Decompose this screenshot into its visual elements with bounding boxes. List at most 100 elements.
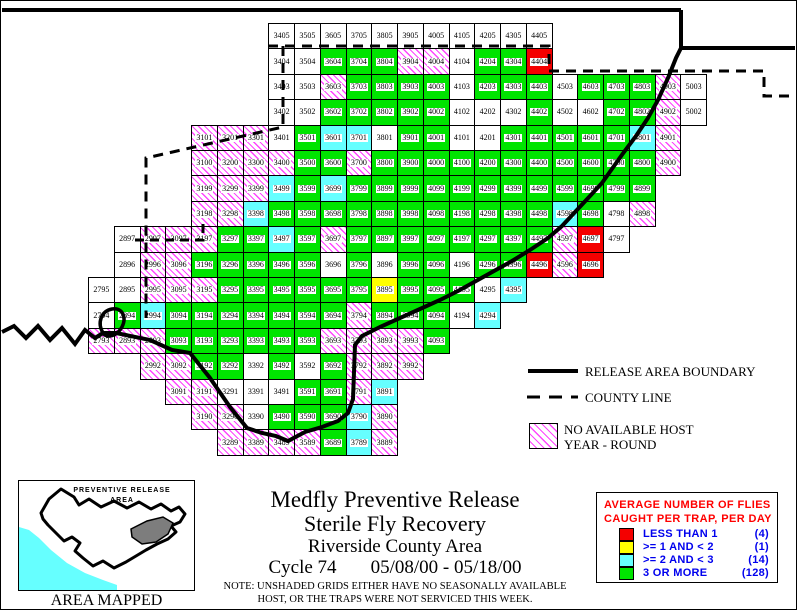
- grid-cell-label: 4703: [607, 81, 626, 91]
- grid-cell: 4699: [577, 175, 604, 202]
- grid-cell-label: 3292: [221, 361, 240, 371]
- grid-cell: 3697: [319, 226, 347, 253]
- grid-cell: 4194: [448, 302, 476, 329]
- grid-cell-label: 4301: [504, 132, 523, 142]
- grid-cell: 3201: [216, 124, 244, 151]
- grid-cell: 2793: [88, 327, 115, 355]
- grid-cell-label: 4201: [478, 132, 497, 142]
- grid-cell: 4601: [577, 124, 604, 151]
- grid-cell: 3396: [242, 251, 270, 278]
- grid-cell: 4596: [551, 251, 579, 278]
- grid-cell: 4497: [525, 226, 553, 253]
- note-line-1: NOTE: UNSHADED GRIDS EITHER HAVE NO SEAS…: [223, 581, 567, 592]
- grid-cell: 4498: [525, 200, 553, 228]
- grid-cell-label: 3499: [272, 183, 291, 193]
- grid-cell-label: 3700: [349, 158, 368, 168]
- flies-item-count: (14): [748, 554, 769, 566]
- grid-cell: 3798: [345, 200, 373, 228]
- grid-cell-label: 3097: [169, 234, 188, 244]
- grid-cell: 3797: [345, 226, 373, 253]
- grid-cell-label: 3690: [324, 412, 343, 422]
- grid-cell: 4403: [525, 73, 553, 101]
- grid-cell-label: 4002: [427, 107, 446, 117]
- grid-cell-label: 4497: [530, 234, 549, 244]
- grid-cell-label: 4097: [427, 234, 446, 244]
- grid-cell: 3193: [191, 327, 218, 355]
- grid-cell: 3897: [371, 226, 398, 253]
- grid-cell: 3492: [268, 353, 295, 380]
- grid-cell-label: 3198: [195, 208, 214, 218]
- grid-cell-label: 3590: [298, 412, 317, 422]
- grid-cell-label: 4003: [427, 81, 446, 91]
- grid-cell-label: 2996: [143, 259, 162, 269]
- grid-cell: 3091: [165, 378, 192, 405]
- grid-cell: 3291: [216, 378, 244, 405]
- grid-cell: 3100: [191, 150, 218, 177]
- grid-cell-label: 5003: [684, 81, 703, 91]
- grid-cell-label: 2896: [118, 259, 137, 269]
- grid-cell-label: 3895: [375, 285, 394, 295]
- grid-cell: 3298: [216, 200, 244, 228]
- grid-cell: 3696: [319, 251, 347, 278]
- grid-cell: 3793: [345, 327, 373, 355]
- grid-cell: 3297: [216, 226, 244, 253]
- grid-cell-label: 3390: [246, 412, 265, 422]
- grid-cell: 3402: [268, 99, 295, 126]
- title-line-3: Riverside County Area: [307, 536, 483, 557]
- note-line-2: HOST, OR THE TRAPS WERE NOT SERVICED THI…: [257, 594, 533, 605]
- grid-cell: 4197: [448, 226, 476, 253]
- grid-cell: 3905: [397, 23, 424, 50]
- grid-cell: 3092: [165, 353, 192, 380]
- grid-cell: 4402: [525, 99, 553, 126]
- grid-cell-label: 3491: [272, 386, 291, 396]
- grid-cell: 3801: [371, 124, 398, 151]
- grid-cell-label: 4295: [478, 285, 497, 295]
- title-block: Medfly Preventive Release Sterile Fly Re…: [205, 487, 585, 605]
- grid-cell-label: 3100: [195, 158, 214, 168]
- grid-cell: 4205: [474, 23, 501, 50]
- grid-cell-label: 3603: [324, 81, 343, 91]
- grid-cell: 4294: [474, 302, 501, 329]
- grid-cell-label: 3589: [298, 437, 317, 447]
- grid-cell-label: 4203: [478, 81, 497, 91]
- grid-cell-label: 3396: [246, 259, 265, 269]
- grid-cell-label: 4697: [581, 234, 600, 244]
- grid-cell-label: 3199: [195, 183, 214, 193]
- grid-cell: 3996: [397, 251, 424, 278]
- grid-cell-label: 4294: [478, 310, 497, 320]
- grid-cell: 4396: [500, 251, 527, 278]
- grid-cell-label: 3804: [375, 56, 394, 66]
- grid-cell-label: 4798: [607, 208, 626, 218]
- grid-cell-label: 4397: [504, 234, 523, 244]
- grid-cell-label: 4900: [658, 158, 677, 168]
- grid-cell: 3401: [268, 124, 295, 151]
- grid-cell-label: 3191: [195, 386, 214, 396]
- grid-cell-label: 4797: [607, 234, 626, 244]
- grid-cell: 3493: [268, 327, 295, 355]
- grid-cell: 3289: [216, 429, 244, 456]
- grid-cell-label: 4598: [555, 208, 574, 218]
- grid-cell-label: 3598: [298, 208, 317, 218]
- grid-cell-label: 4499: [530, 183, 549, 193]
- grid-cell: 4405: [525, 23, 553, 50]
- grid-cell-label: 4502: [555, 107, 574, 117]
- title-line-2: Sterile Fly Recovery: [303, 511, 487, 536]
- grid-cell-label: 4400: [530, 158, 549, 168]
- grid-cell: 4101: [448, 124, 476, 151]
- legend-no-host-label-1: NO AVAILABLE HOST: [564, 422, 694, 437]
- grid-cell: 4104: [448, 48, 476, 75]
- legend-county-label: COUNTY LINE: [585, 390, 672, 405]
- grid-cell: 4797: [603, 226, 630, 253]
- grid-cell-label: 4403: [530, 81, 549, 91]
- grid-cell: 3293: [216, 327, 244, 355]
- grid-cell: 3197: [191, 226, 218, 253]
- grid-cell: 5003: [680, 73, 707, 101]
- grid-cell: 3698: [319, 200, 347, 228]
- grid-cell: 4598: [551, 200, 579, 228]
- grid-cell-label: 2897: [118, 234, 137, 244]
- grid-cell-label: 3601: [324, 132, 343, 142]
- grid-cell-label: 3594: [298, 310, 317, 320]
- grid-cell: 3695: [319, 277, 347, 304]
- grid-cell-label: 2793: [92, 335, 111, 345]
- grid-cell: 4298: [474, 200, 501, 228]
